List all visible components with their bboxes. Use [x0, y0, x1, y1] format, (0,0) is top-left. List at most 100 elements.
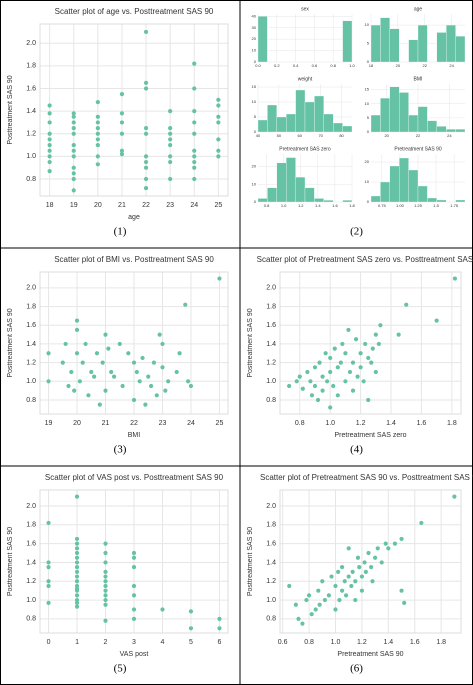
point — [74, 351, 80, 356]
point — [71, 120, 76, 125]
y-tick-label: 1.4 — [26, 559, 36, 566]
y-tick-label: 1.0 — [266, 597, 276, 604]
x-tick-label: 0.0 — [255, 63, 261, 68]
y-tick-label: 1.0 — [26, 153, 36, 160]
x-tick-label: 24 — [190, 202, 198, 209]
point — [188, 383, 194, 389]
point — [74, 604, 80, 609]
plot-frame — [39, 489, 229, 634]
y-tick-label: 0 — [367, 59, 370, 64]
caption: (6) — [350, 663, 363, 675]
point — [353, 337, 359, 342]
x-tick-label: 1.4 — [315, 203, 321, 208]
histogram-bar — [323, 200, 334, 203]
y-tick-label: 1.4 — [266, 559, 276, 566]
point — [306, 593, 312, 598]
x-tick-label: 1.0 — [325, 420, 335, 427]
point — [74, 569, 80, 574]
x-tick-label: 0.75 — [378, 203, 387, 208]
x-tick-label: 60 — [298, 133, 303, 138]
subplot-title: Pretreatment SAS 90 — [394, 146, 441, 152]
point — [74, 494, 80, 499]
point — [168, 142, 173, 148]
x-tick-label: 2 — [104, 639, 108, 646]
point — [47, 154, 52, 159]
point — [216, 148, 221, 153]
y-tick-label: 1.2 — [26, 131, 36, 138]
y-axis-label: Posttreatment SAS 90 — [7, 308, 14, 377]
point — [333, 607, 338, 612]
y-tick-label: 1.6 — [26, 85, 36, 92]
y-tick-label: 20 — [252, 36, 257, 41]
point — [143, 165, 149, 170]
x-tick-label: 1.5 — [433, 203, 439, 208]
point — [304, 597, 309, 603]
point — [192, 61, 197, 66]
point — [74, 593, 80, 598]
point — [154, 393, 159, 398]
histogram-bar — [370, 24, 381, 63]
point — [46, 583, 51, 589]
point — [308, 379, 313, 384]
y-tick-label: 0.8 — [266, 397, 276, 404]
x-tick-label: 0.4 — [293, 63, 299, 68]
point — [106, 346, 111, 351]
point — [103, 602, 108, 607]
x-tick-label: 1.2 — [357, 639, 367, 646]
point — [363, 569, 368, 574]
point — [119, 131, 125, 136]
histogram-bar — [436, 32, 447, 63]
histogram-bar — [295, 89, 306, 133]
point — [103, 332, 108, 337]
histogram-bar — [286, 113, 296, 133]
point — [160, 365, 165, 370]
point — [143, 29, 149, 35]
x-tick-label: 19 — [70, 202, 78, 209]
point — [119, 92, 125, 97]
point — [46, 579, 51, 584]
point — [192, 148, 197, 153]
point — [143, 131, 149, 136]
y-tick-label: 1.6 — [26, 322, 36, 329]
y-axis-label: Posttreatment SAS 90 — [247, 527, 254, 596]
point — [47, 142, 52, 148]
point — [192, 165, 197, 170]
point — [373, 332, 378, 337]
point — [95, 162, 100, 167]
point — [119, 148, 125, 153]
x-tick-label: 0.2 — [274, 63, 280, 68]
point — [343, 351, 348, 356]
y-tick-label: 0 — [367, 199, 370, 204]
y-tick-label: 1.4 — [266, 341, 276, 348]
point — [357, 565, 362, 570]
y-tick-label: 2.0 — [26, 285, 36, 292]
point — [350, 360, 356, 365]
x-axis-label: Pretreatment SAS zero — [335, 432, 407, 439]
x-tick-label: 22 — [416, 133, 421, 138]
point — [47, 120, 52, 125]
point — [355, 555, 361, 560]
point — [74, 327, 80, 333]
point — [312, 383, 318, 389]
histogram-bar — [417, 106, 428, 133]
x-tick-label: 3 — [132, 639, 136, 646]
point — [134, 369, 139, 375]
point — [74, 536, 80, 542]
point — [103, 579, 108, 584]
point — [217, 626, 222, 631]
plot-frame — [279, 271, 462, 415]
x-tick-label: 18 — [369, 63, 374, 68]
y-tick-label: 1.8 — [26, 63, 36, 70]
y-tick-label: 1.6 — [26, 540, 36, 547]
point — [103, 560, 108, 565]
point — [293, 602, 298, 607]
histogram-bar — [333, 122, 343, 133]
x-tick-label: 1.4 — [386, 420, 396, 427]
point — [358, 365, 363, 370]
point — [434, 318, 439, 323]
histogram-bar — [267, 104, 277, 133]
point — [103, 541, 108, 546]
caption: (2) — [350, 226, 363, 238]
x-tick-label: 1.8 — [436, 639, 446, 646]
point — [339, 588, 345, 593]
